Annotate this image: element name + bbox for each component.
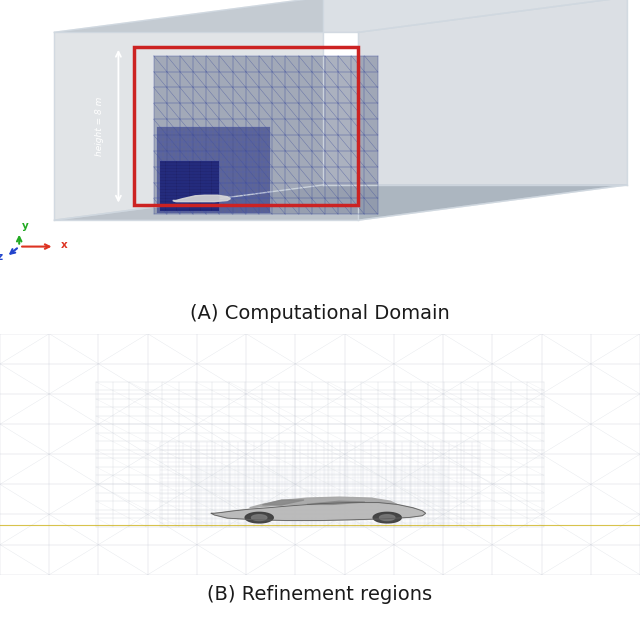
Text: height = 8 m: height = 8 m <box>95 96 104 156</box>
Polygon shape <box>160 161 219 211</box>
Polygon shape <box>358 0 627 220</box>
Polygon shape <box>245 512 273 523</box>
Polygon shape <box>54 0 627 32</box>
Polygon shape <box>252 515 267 520</box>
Polygon shape <box>154 56 378 214</box>
Text: length = 54 m: length = 54 m <box>301 269 381 279</box>
Text: z: z <box>0 252 3 262</box>
Polygon shape <box>307 501 365 504</box>
Polygon shape <box>373 512 401 523</box>
Polygon shape <box>54 0 323 220</box>
Polygon shape <box>173 195 230 201</box>
Polygon shape <box>54 185 627 220</box>
Text: (A) Computational Domain: (A) Computational Domain <box>190 304 450 323</box>
Text: (B) Refinement regions: (B) Refinement regions <box>207 585 433 604</box>
Polygon shape <box>250 497 397 508</box>
Polygon shape <box>211 502 426 520</box>
Text: y: y <box>22 221 29 231</box>
Text: x: x <box>61 240 68 250</box>
Polygon shape <box>380 515 395 520</box>
Polygon shape <box>262 500 304 505</box>
Polygon shape <box>157 127 270 213</box>
